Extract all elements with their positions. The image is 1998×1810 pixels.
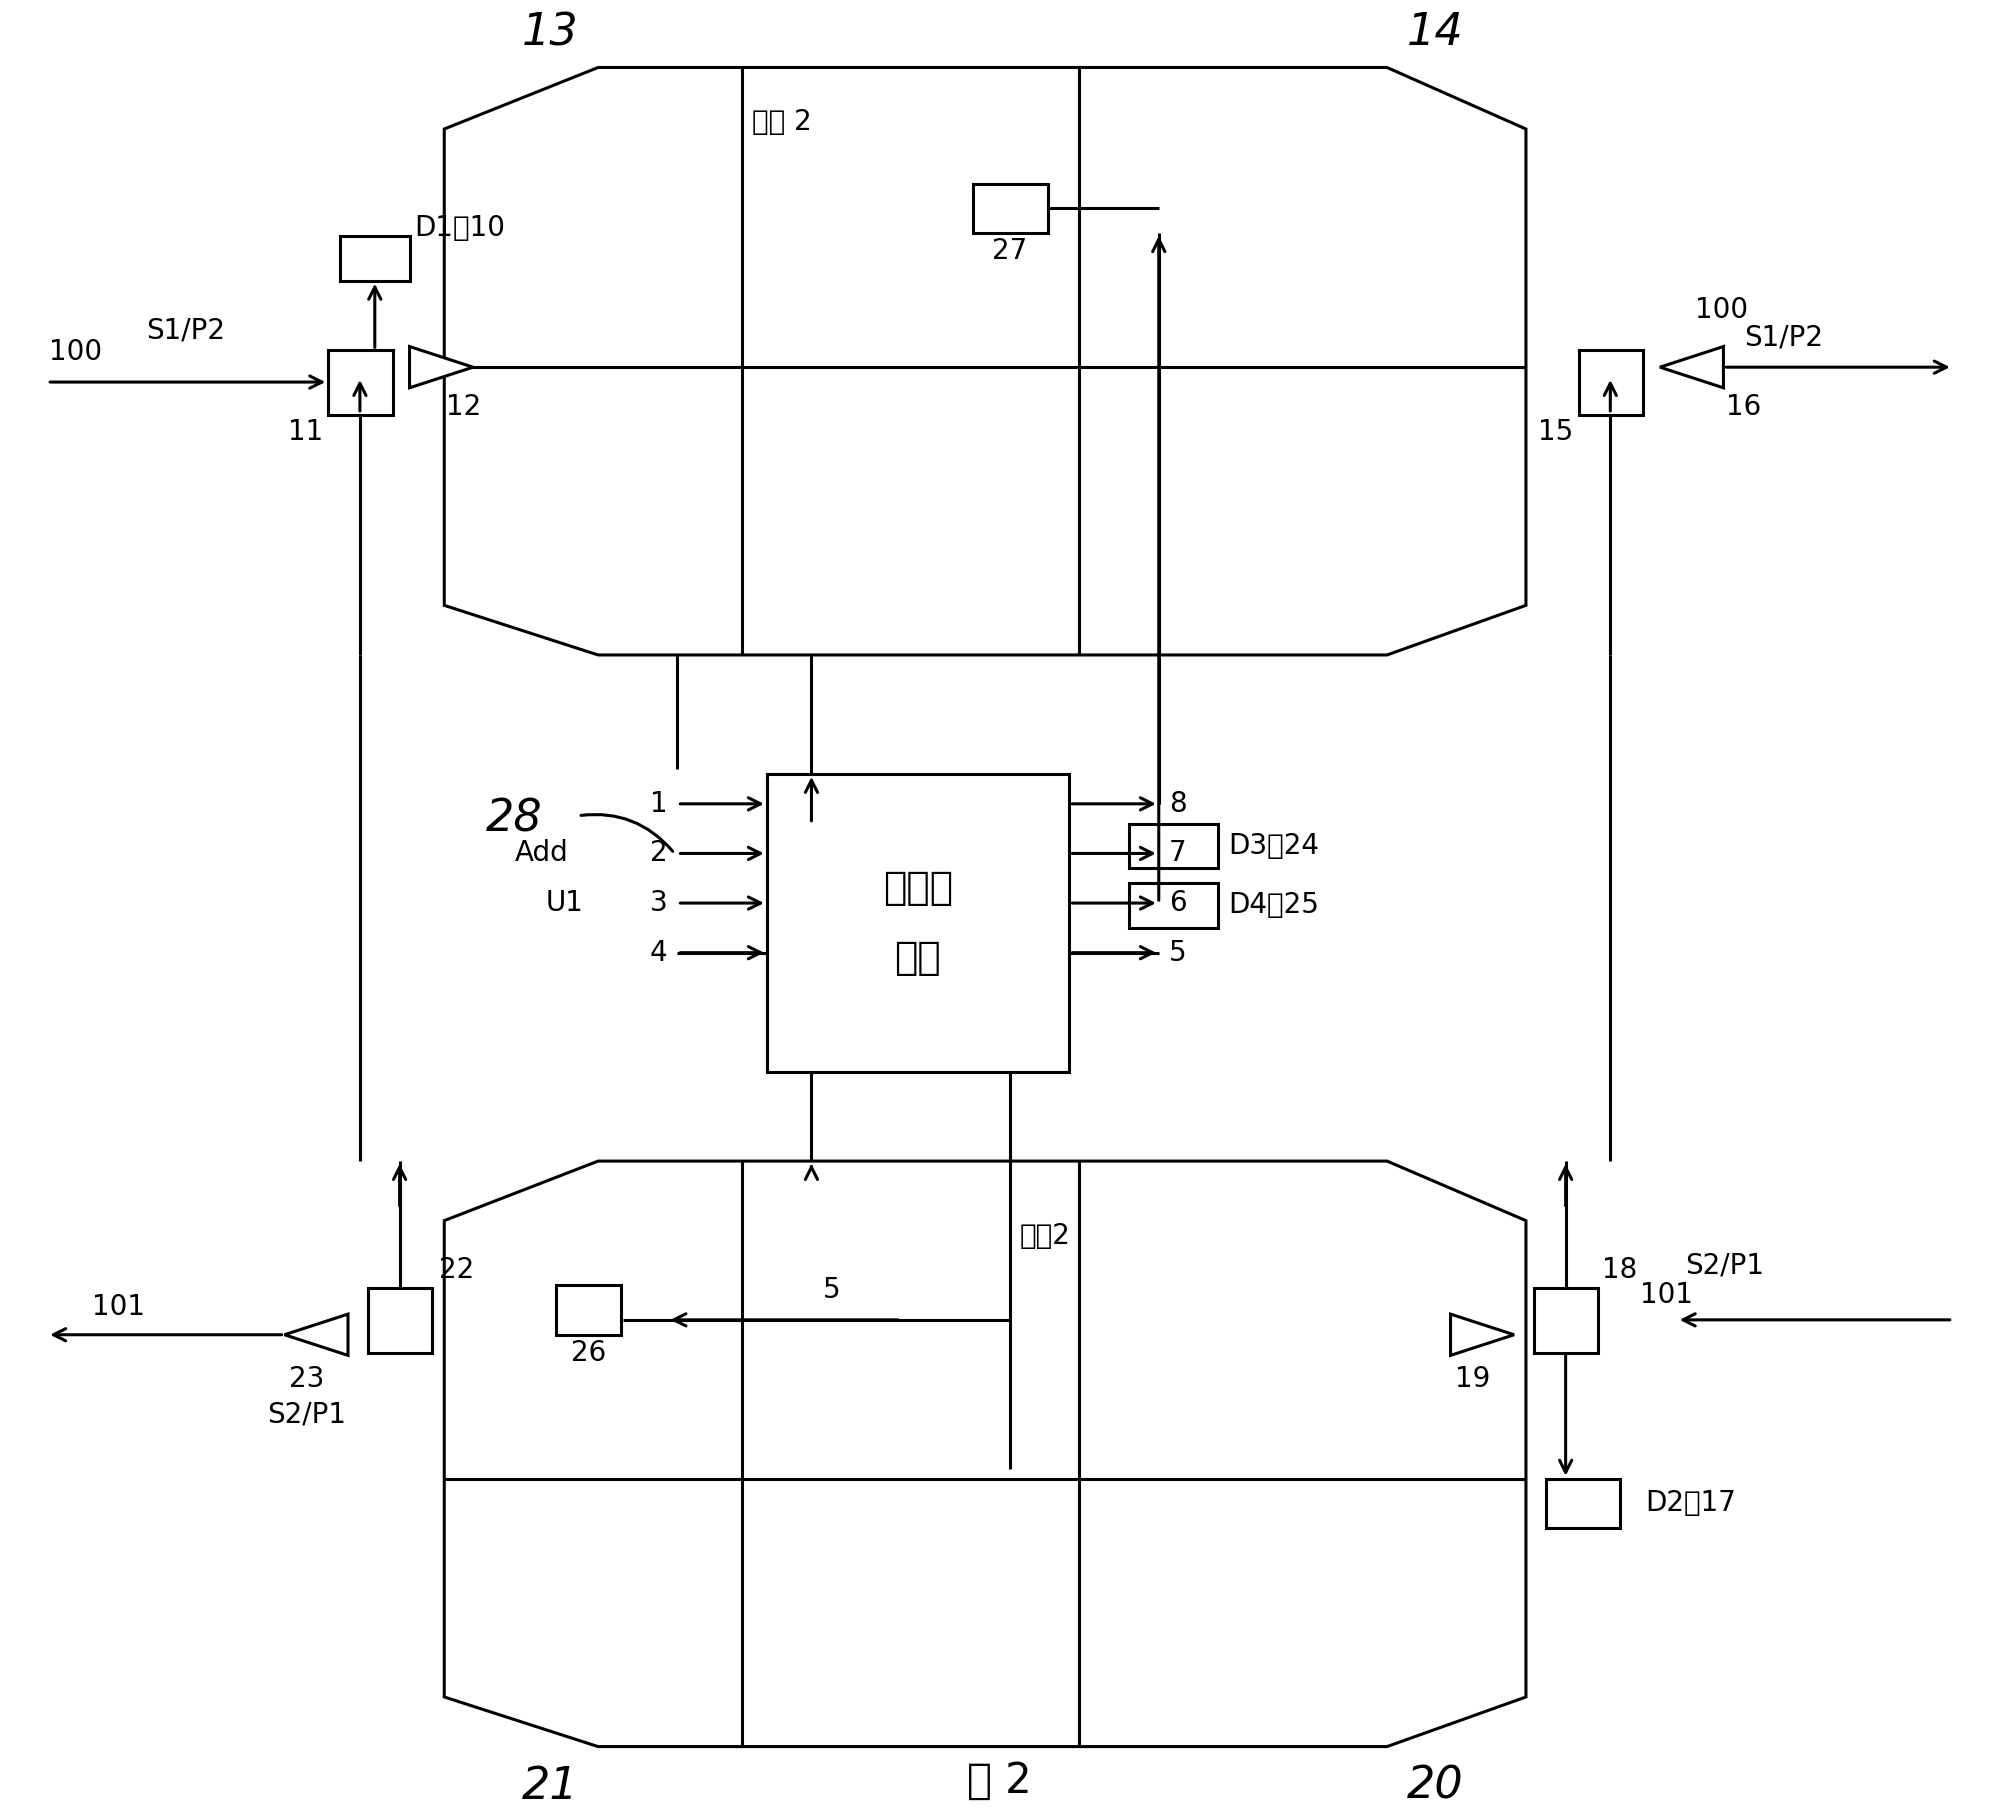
- Text: 26: 26: [571, 1339, 605, 1367]
- Text: 100: 100: [50, 338, 102, 366]
- Text: 23: 23: [288, 1365, 324, 1394]
- Polygon shape: [444, 1160, 1526, 1747]
- Text: 28: 28: [486, 796, 541, 840]
- Text: 101: 101: [92, 1292, 146, 1321]
- Text: 8: 8: [1169, 789, 1187, 818]
- Text: 5: 5: [1169, 939, 1187, 967]
- Text: 15: 15: [1538, 418, 1574, 445]
- Text: U1: U1: [545, 889, 583, 918]
- Text: 矩阵: 矩阵: [895, 939, 941, 977]
- Polygon shape: [284, 1314, 348, 1356]
- Text: 101: 101: [1640, 1281, 1692, 1309]
- Bar: [767, 775, 1069, 1072]
- Bar: [368, 1289, 432, 1352]
- Text: 16: 16: [1726, 393, 1762, 422]
- Text: D1、10: D1、10: [414, 214, 505, 243]
- Bar: [328, 351, 394, 414]
- Text: 20: 20: [1407, 1765, 1465, 1808]
- Text: 11: 11: [288, 418, 324, 445]
- Text: S1/P2: S1/P2: [1744, 324, 1824, 351]
- Bar: [973, 183, 1047, 233]
- Bar: [1129, 883, 1219, 929]
- Text: 12: 12: [446, 393, 482, 422]
- Polygon shape: [410, 346, 474, 387]
- Bar: [1546, 1479, 1620, 1528]
- Bar: [1534, 1289, 1598, 1352]
- Text: 6: 6: [1169, 889, 1187, 918]
- Text: 19: 19: [1455, 1365, 1491, 1394]
- Text: 波长 2: 波长 2: [751, 109, 811, 136]
- Text: 22: 22: [440, 1256, 476, 1285]
- Text: 21: 21: [521, 1765, 577, 1808]
- Text: 13: 13: [521, 11, 577, 54]
- Text: 7: 7: [1169, 840, 1187, 867]
- Text: Add: Add: [515, 840, 567, 867]
- Text: 27: 27: [993, 237, 1027, 264]
- Text: 2: 2: [649, 840, 667, 867]
- Polygon shape: [444, 67, 1526, 655]
- Text: D3、24: D3、24: [1229, 831, 1319, 860]
- Text: 5: 5: [823, 1276, 839, 1303]
- Polygon shape: [1451, 1314, 1514, 1356]
- Text: S2/P1: S2/P1: [268, 1401, 346, 1428]
- Text: 图 2: 图 2: [967, 1761, 1031, 1803]
- Text: S1/P2: S1/P2: [146, 317, 226, 344]
- Text: 100: 100: [1694, 295, 1748, 324]
- Text: 光开关: 光开关: [883, 869, 953, 907]
- Text: D2、17: D2、17: [1644, 1490, 1736, 1517]
- Polygon shape: [1660, 346, 1724, 387]
- Bar: [555, 1285, 621, 1334]
- Text: S2/P1: S2/P1: [1684, 1251, 1764, 1280]
- Bar: [1129, 824, 1219, 869]
- Bar: [1578, 351, 1642, 414]
- Text: 18: 18: [1602, 1256, 1638, 1285]
- Bar: [340, 235, 410, 281]
- Text: 1: 1: [649, 789, 667, 818]
- Text: 波长2: 波长2: [1019, 1222, 1071, 1249]
- Text: 3: 3: [649, 889, 667, 918]
- Text: D4、25: D4、25: [1229, 891, 1319, 919]
- Text: 4: 4: [649, 939, 667, 967]
- Text: 14: 14: [1407, 11, 1465, 54]
